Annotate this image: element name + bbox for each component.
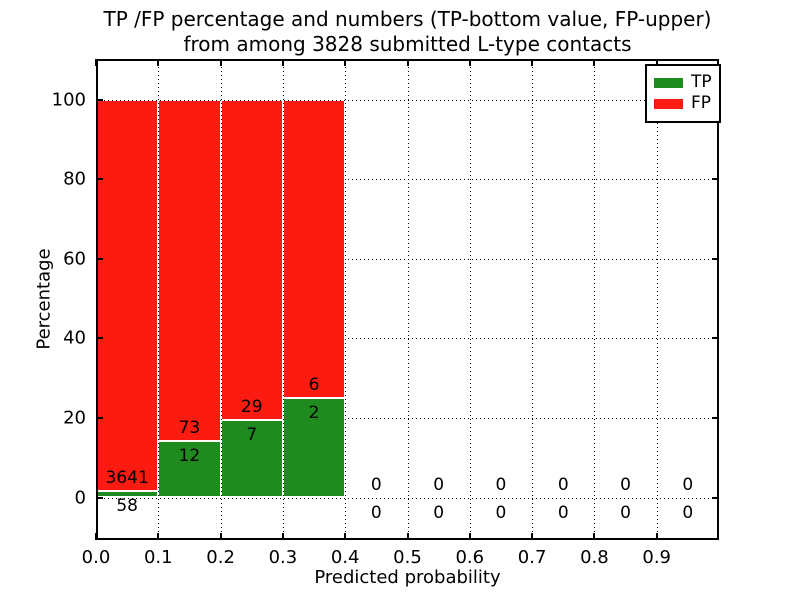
y-tick-mark bbox=[96, 98, 103, 101]
tp-count-label: 0 bbox=[495, 502, 507, 523]
legend-label-tp: TP bbox=[691, 72, 712, 92]
x-axis-label: Predicted probability bbox=[314, 567, 501, 588]
x-tick-mark bbox=[281, 533, 284, 540]
x-tick-label: 0.8 bbox=[580, 547, 609, 568]
x-tick-mark-top bbox=[95, 59, 97, 66]
tp-color-swatch bbox=[654, 77, 683, 88]
plot-area: 0 20 40 60 80 100 0.0 0.1 0.2 0.3 0.4 0.5 0.6 0.7 0.8 0… bbox=[52, 59, 719, 568]
chart-title-line2: from among 3828 submitted L-type contact… bbox=[183, 32, 632, 56]
y-tick-mark-right bbox=[712, 416, 719, 419]
tp-count-label: 58 bbox=[116, 496, 138, 517]
legend: TP FP bbox=[645, 64, 721, 123]
y-tick-mark bbox=[96, 416, 103, 419]
x-tick-mark-top bbox=[655, 59, 658, 66]
gridline-x-0.7 bbox=[532, 59, 534, 540]
gridline-x-0.5 bbox=[407, 59, 409, 540]
fp-count-label: 3641 bbox=[105, 468, 149, 489]
legend-entry-fp: FP bbox=[654, 93, 712, 114]
gridline-x-0.2 bbox=[220, 59, 222, 540]
y-tick-mark-right bbox=[712, 257, 719, 260]
y-tick-mark bbox=[96, 496, 103, 499]
y-tick-mark-right bbox=[712, 337, 719, 340]
bar-segment-fp bbox=[158, 99, 221, 442]
tp-count-label: 7 bbox=[246, 425, 258, 446]
gridline-x-0.9 bbox=[656, 59, 658, 540]
y-tick-label: 80 bbox=[63, 168, 86, 190]
x-tick-label: 0.1 bbox=[143, 547, 173, 568]
y-tick-label: 100 bbox=[51, 89, 86, 111]
tp-count-label: 0 bbox=[620, 502, 631, 523]
chart-title: TP /FP percentage and numbers (TP-bottom… bbox=[96, 7, 719, 57]
fp-count-label: 0 bbox=[682, 474, 694, 495]
fp-count-label: 29 bbox=[240, 397, 263, 418]
bar-segment-fp bbox=[220, 99, 283, 421]
chart-title-line1: TP /FP percentage and numbers (TP-bottom… bbox=[103, 7, 712, 31]
x-tick-label: 0.9 bbox=[642, 547, 672, 568]
y-tick-label: 0 bbox=[74, 487, 86, 508]
bar-segment-tp bbox=[158, 441, 221, 498]
x-tick-mark bbox=[531, 533, 534, 540]
y-tick-label: 40 bbox=[63, 327, 86, 349]
x-tick-mark-top bbox=[344, 59, 347, 66]
spine-left bbox=[96, 59, 98, 540]
tp-count-label: 0 bbox=[557, 502, 569, 523]
y-tick-mark-right bbox=[712, 178, 719, 181]
x-tick-mark bbox=[655, 533, 658, 540]
x-tick-mark-top bbox=[157, 59, 160, 66]
x-tick-mark-top bbox=[531, 59, 534, 66]
x-tick-mark bbox=[468, 533, 471, 540]
bar-segment-fp bbox=[96, 99, 159, 492]
spine-right bbox=[717, 59, 719, 540]
x-tick-mark-top bbox=[593, 59, 596, 66]
fp-count-label: 6 bbox=[308, 375, 320, 396]
fp-count-label: 0 bbox=[495, 474, 507, 495]
gridline-x-0.8 bbox=[594, 59, 596, 540]
x-tick-label: 0.2 bbox=[206, 547, 235, 568]
x-tick-mark-top bbox=[468, 59, 471, 66]
y-tick-label: 20 bbox=[63, 407, 86, 429]
x-tick-label: 0.4 bbox=[330, 547, 360, 568]
x-tick-mark bbox=[157, 533, 160, 540]
x-tick-mark bbox=[219, 533, 222, 540]
y-tick-label: 60 bbox=[63, 248, 86, 270]
tp-count-label: 2 bbox=[308, 403, 320, 424]
tp-count-label: 0 bbox=[682, 502, 694, 523]
x-tick-label: 0.5 bbox=[393, 547, 422, 568]
fp-color-swatch bbox=[654, 98, 683, 109]
x-tick-label: 0.3 bbox=[268, 547, 298, 568]
gridline-x-0.3 bbox=[282, 59, 284, 540]
bar-segment-fp bbox=[282, 99, 346, 399]
fp-count-label: 0 bbox=[433, 474, 445, 495]
x-tick-label: 0.6 bbox=[455, 547, 485, 568]
x-tick-mark-top bbox=[406, 59, 409, 66]
x-tick-mark bbox=[593, 533, 596, 540]
tp-count-label: 0 bbox=[370, 502, 382, 523]
bar-segment-tp bbox=[282, 398, 346, 498]
y-tick-mark bbox=[96, 257, 103, 260]
fp-count-label: 73 bbox=[178, 418, 201, 439]
gridline-x-0.4 bbox=[345, 59, 347, 540]
fp-count-label: 0 bbox=[620, 474, 631, 495]
y-tick-mark bbox=[96, 178, 103, 181]
x-tick-label: 0.7 bbox=[517, 547, 547, 568]
x-tick-mark-top bbox=[219, 59, 222, 66]
gridline-x-0.6 bbox=[469, 59, 471, 540]
tp-count-label: 0 bbox=[433, 502, 445, 523]
x-tick-mark-top bbox=[281, 59, 284, 66]
x-tick-mark bbox=[344, 533, 347, 540]
x-tick-mark bbox=[95, 533, 97, 540]
legend-entry-tp: TP bbox=[654, 72, 712, 93]
x-tick-label: 0.0 bbox=[81, 547, 111, 568]
y-tick-mark-right bbox=[712, 496, 719, 499]
legend-label-fp: FP bbox=[691, 93, 712, 113]
fp-count-label: 0 bbox=[557, 474, 569, 495]
fp-count-label: 0 bbox=[370, 474, 382, 495]
tp-count-label: 12 bbox=[178, 446, 201, 467]
x-tick-mark bbox=[406, 533, 409, 540]
gridline-x-0.1 bbox=[158, 59, 160, 540]
y-tick-mark bbox=[96, 337, 103, 340]
